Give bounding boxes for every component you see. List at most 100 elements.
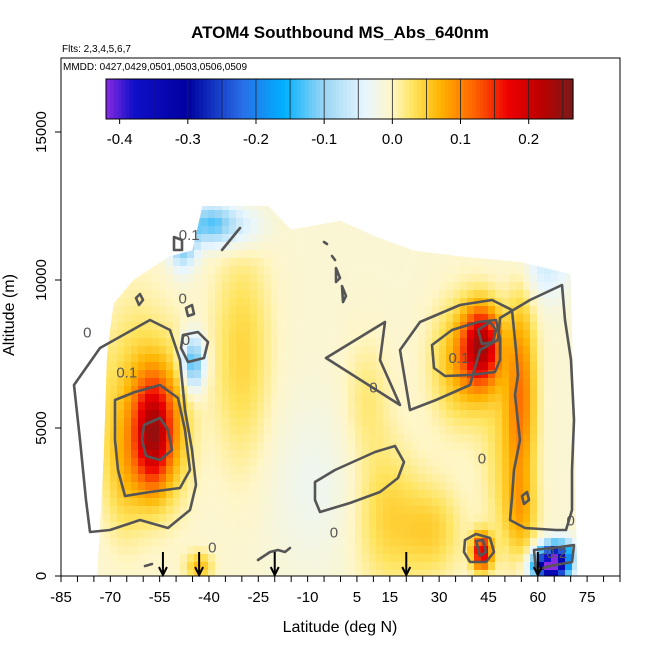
heat-cell	[334, 58, 342, 67]
heat-cell	[488, 274, 496, 283]
heat-cell	[502, 514, 510, 523]
heat-cell	[376, 290, 384, 299]
heat-cell	[572, 122, 580, 131]
heat-cell	[257, 394, 265, 403]
heat-cell	[264, 170, 272, 179]
heat-cell	[229, 218, 237, 227]
heat-cell	[124, 538, 132, 547]
heat-cell	[348, 482, 356, 491]
heat-cell	[110, 362, 118, 371]
heat-cell	[166, 250, 174, 259]
heat-cell	[369, 170, 377, 179]
heat-cell	[502, 338, 510, 347]
heat-cell	[264, 266, 272, 275]
heat-cell	[285, 330, 293, 339]
heat-cell	[292, 474, 300, 483]
heat-cell	[425, 186, 433, 195]
heat-cell	[418, 322, 426, 331]
heat-cell	[110, 522, 118, 531]
heat-cell	[460, 210, 468, 219]
heat-cell	[418, 466, 426, 475]
heat-cell	[558, 514, 566, 523]
heat-cell	[229, 170, 237, 179]
heat-cell	[320, 58, 328, 67]
heat-cell	[166, 410, 174, 419]
heat-cell	[292, 242, 300, 251]
heat-cell	[488, 226, 496, 235]
heat-cell	[292, 138, 300, 147]
heat-cell	[481, 554, 489, 563]
heat-cell	[404, 258, 412, 267]
heat-cell	[488, 442, 496, 451]
heat-cell	[152, 258, 160, 267]
heat-cell	[558, 258, 566, 267]
heat-cell	[299, 450, 307, 459]
heat-cell	[488, 522, 496, 531]
heat-cell	[208, 498, 216, 507]
heat-cell	[586, 394, 594, 403]
heat-cell	[362, 402, 370, 411]
heat-cell	[509, 130, 517, 139]
heat-cell	[432, 314, 440, 323]
heat-cell	[278, 162, 286, 171]
heat-cell	[481, 562, 489, 571]
heat-cell	[61, 426, 69, 435]
heat-cell	[453, 314, 461, 323]
heat-cell	[390, 450, 398, 459]
heat-cell	[285, 218, 293, 227]
heat-cell	[257, 226, 265, 235]
heat-cell	[551, 570, 559, 576]
heat-cell	[355, 482, 363, 491]
heat-cell	[292, 354, 300, 363]
heat-cell	[474, 226, 482, 235]
heat-cell	[586, 378, 594, 387]
heat-cell	[131, 282, 139, 291]
heat-cell	[432, 298, 440, 307]
heat-cell	[509, 570, 517, 576]
heat-cell	[425, 386, 433, 395]
heat-cell	[397, 242, 405, 251]
heat-cell	[145, 250, 153, 259]
heat-cell	[502, 530, 510, 539]
heat-cell	[236, 122, 244, 131]
heat-cell	[474, 538, 482, 547]
heat-cell	[411, 442, 419, 451]
heat-cell	[579, 298, 587, 307]
heat-cell	[474, 138, 482, 147]
heat-cell	[530, 418, 538, 427]
heat-cell	[97, 418, 104, 427]
heat-cell	[404, 282, 412, 291]
heat-cell	[432, 554, 440, 563]
heat-cell	[355, 314, 363, 323]
heat-cell	[159, 466, 167, 475]
heat-cell	[516, 370, 524, 379]
heat-cell	[334, 546, 342, 555]
heat-cell	[166, 394, 174, 403]
heat-cell	[565, 554, 573, 563]
heat-cell	[509, 554, 517, 563]
heat-cell	[439, 274, 447, 283]
heat-cell	[82, 306, 90, 315]
heat-cell	[187, 314, 195, 323]
heat-cell	[138, 442, 146, 451]
heat-cell	[222, 442, 230, 451]
heat-cell	[236, 554, 244, 563]
heat-cell	[572, 66, 580, 75]
heat-cell	[173, 458, 181, 467]
heat-cell	[341, 442, 349, 451]
heat-cell	[292, 570, 300, 576]
heat-cell	[481, 570, 489, 576]
heat-cell	[369, 522, 377, 531]
heat-cell	[264, 242, 272, 251]
heat-cell	[474, 274, 482, 283]
heat-cell	[544, 370, 552, 379]
heat-cell	[474, 394, 482, 403]
heat-cell	[579, 66, 587, 75]
heat-cell	[187, 458, 195, 467]
heat-cell	[488, 314, 496, 323]
heat-cell	[201, 426, 209, 435]
heat-cell	[544, 314, 552, 323]
heat-cell	[138, 402, 146, 411]
heat-cell	[530, 410, 538, 419]
heat-cell	[215, 346, 223, 355]
